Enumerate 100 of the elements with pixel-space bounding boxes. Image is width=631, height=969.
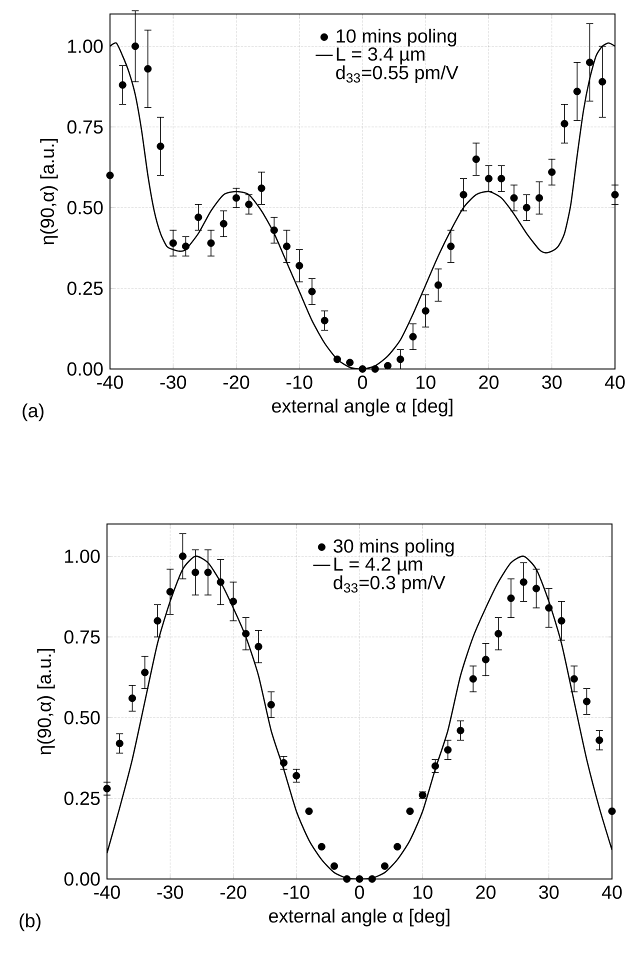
- point: [520, 578, 528, 586]
- point: [406, 807, 414, 816]
- point: [356, 875, 364, 883]
- point: [258, 184, 266, 192]
- point: [346, 358, 354, 366]
- point: [229, 598, 238, 606]
- x-tick-label: 10: [416, 376, 436, 389]
- legend-label: L = 4.2 µm: [334, 557, 422, 575]
- point: [447, 242, 455, 250]
- y-tick-label: 0.50: [67, 200, 103, 214]
- point: [598, 78, 606, 86]
- point: [396, 356, 404, 364]
- point: [154, 617, 162, 625]
- point: [166, 588, 174, 596]
- point: [245, 200, 253, 208]
- point: [207, 239, 215, 247]
- point: [586, 58, 594, 66]
- point: [358, 365, 366, 373]
- point: [482, 656, 490, 664]
- point: [296, 262, 304, 270]
- point: [596, 736, 604, 744]
- point: [368, 875, 376, 883]
- x-tick-label: 20: [476, 886, 496, 899]
- legend-label: L = 3.4 µm: [336, 47, 424, 65]
- point: [498, 174, 506, 182]
- x-tick-label: 20: [479, 376, 499, 389]
- x-tick-label: -30: [160, 376, 186, 389]
- point: [611, 190, 619, 199]
- point: [144, 65, 152, 73]
- point: [409, 332, 417, 341]
- x-tick-label: -40: [97, 376, 123, 389]
- point: [573, 88, 581, 96]
- point: [282, 242, 291, 250]
- point: [267, 700, 275, 709]
- point: [118, 81, 126, 89]
- point: [560, 120, 568, 128]
- point: [204, 568, 212, 576]
- point: [558, 617, 566, 625]
- point: [169, 239, 177, 247]
- x-tick-label: -40: [94, 886, 120, 899]
- point: [318, 842, 326, 851]
- point: [472, 155, 480, 164]
- point: [280, 759, 288, 767]
- point: [194, 214, 202, 222]
- point: [292, 772, 300, 780]
- point: [128, 694, 136, 702]
- point: [434, 281, 442, 289]
- point: [444, 746, 452, 754]
- point: [333, 356, 342, 364]
- point: [469, 675, 477, 683]
- point: [192, 568, 200, 576]
- x-tick-label: 0: [358, 376, 368, 389]
- y-tick-label: 0.25: [64, 792, 100, 806]
- annotation: d$_{33}$=0.55 pm/V: [336, 65, 458, 84]
- point: [532, 584, 540, 592]
- point: [270, 226, 278, 234]
- point: [394, 842, 402, 851]
- point: [510, 194, 518, 202]
- point: [494, 630, 502, 638]
- point: [330, 862, 338, 870]
- point: [254, 642, 262, 650]
- point: [422, 307, 430, 315]
- x-tick-label: 30: [542, 376, 562, 389]
- point: [178, 552, 187, 560]
- point: [305, 807, 313, 816]
- x-axis-title: external angle α [deg]: [272, 398, 452, 416]
- point: [431, 762, 440, 770]
- point: [484, 174, 493, 182]
- point: [308, 288, 316, 296]
- point: [535, 194, 544, 202]
- point: [371, 365, 379, 373]
- point: [156, 142, 164, 150]
- point: [384, 362, 392, 370]
- point: [582, 698, 591, 706]
- y-tick-label: 0.00: [64, 872, 100, 886]
- point: [320, 316, 328, 324]
- point: [608, 807, 616, 816]
- annotation: d$_{33}$=0.3 pm/V: [334, 575, 446, 594]
- point: [570, 675, 578, 683]
- y-tick-label: 1.00: [68, 40, 103, 53]
- y-tick-label: 0.25: [67, 282, 103, 296]
- point: [460, 190, 468, 199]
- point: [232, 194, 240, 202]
- point: [242, 630, 250, 638]
- point: [220, 220, 228, 228]
- x-tick-label: -30: [157, 886, 184, 899]
- point: [507, 594, 515, 602]
- x-tick-label: -20: [223, 376, 250, 389]
- point: [522, 204, 530, 212]
- x-tick-label: 40: [604, 376, 625, 389]
- point: [106, 172, 114, 180]
- x-axis-title: external angle α [deg]: [269, 908, 450, 926]
- y-tick-label: 0.50: [64, 710, 100, 724]
- point: [141, 668, 149, 676]
- x-tick-label: -10: [284, 886, 310, 899]
- x-tick-label: -20: [220, 886, 246, 899]
- x-tick-label: 10: [414, 886, 432, 899]
- x-tick-label: 40: [602, 886, 622, 899]
- point: [131, 42, 140, 50]
- point: [548, 168, 556, 176]
